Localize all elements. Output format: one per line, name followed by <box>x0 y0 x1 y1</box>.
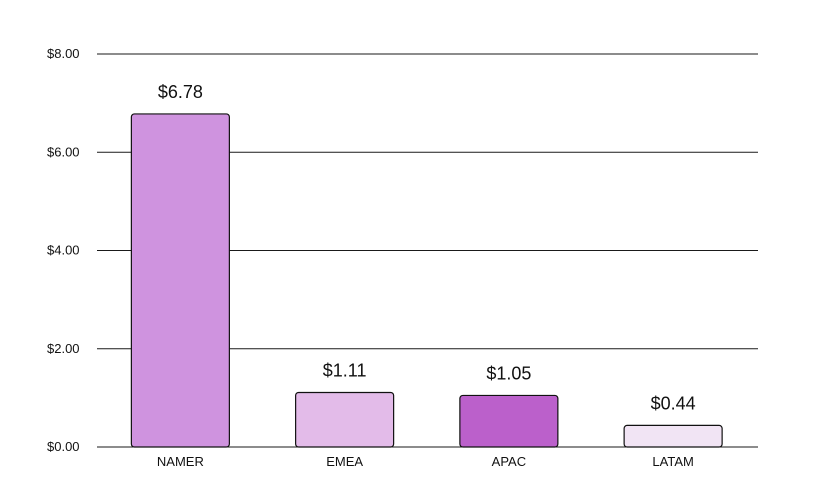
y-tick-label: $8.00 <box>47 46 80 61</box>
value-label-emea: $1.11 <box>323 360 367 380</box>
value-label-latam: $0.44 <box>651 393 696 413</box>
bar-namer <box>130 113 230 448</box>
bar-latam <box>623 424 723 448</box>
value-label-apac: $1.05 <box>486 363 531 383</box>
category-label-emea: EMEA <box>326 454 363 469</box>
y-tick-label: $6.00 <box>47 144 80 159</box>
bar-emea <box>295 391 395 448</box>
x-axis-category-labels: NAMER EMEA APAC LATAM <box>157 454 694 469</box>
y-tick-label: $4.00 <box>47 243 80 258</box>
bars <box>130 113 723 448</box>
bar-apac <box>459 394 559 448</box>
y-tick-label: $0.00 <box>47 439 80 454</box>
y-axis-tick-labels: $0.00 $2.00 $4.00 $6.00 $8.00 <box>47 46 80 454</box>
category-label-latam: LATAM <box>652 454 693 469</box>
y-tick-label: $2.00 <box>47 341 80 356</box>
value-labels: $6.78 $1.11 $1.05 $0.44 <box>158 82 696 413</box>
value-label-namer: $6.78 <box>158 82 203 102</box>
category-label-apac: APAC <box>492 454 526 469</box>
category-label-namer: NAMER <box>157 454 204 469</box>
